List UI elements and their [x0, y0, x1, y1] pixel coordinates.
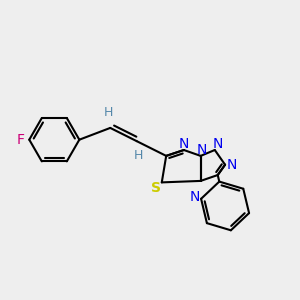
Text: N: N — [179, 137, 189, 151]
Text: S: S — [152, 181, 161, 195]
Text: N: N — [212, 137, 223, 151]
Text: N: N — [190, 190, 200, 204]
Text: N: N — [197, 143, 207, 157]
Text: H: H — [104, 106, 113, 119]
Text: H: H — [134, 148, 143, 161]
Text: N: N — [226, 158, 237, 172]
Text: F: F — [17, 133, 25, 147]
